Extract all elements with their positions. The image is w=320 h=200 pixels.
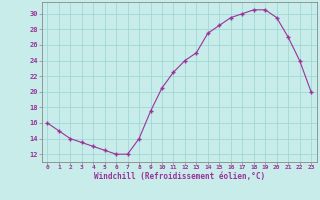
X-axis label: Windchill (Refroidissement éolien,°C): Windchill (Refroidissement éolien,°C) xyxy=(94,172,265,181)
